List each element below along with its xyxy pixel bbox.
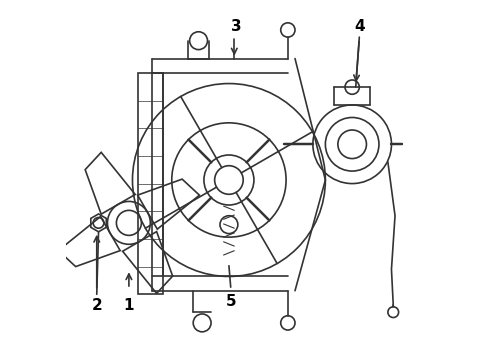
Text: 5: 5 [225,294,236,309]
Text: 1: 1 [123,298,134,313]
Text: 3: 3 [231,18,242,33]
Text: 4: 4 [354,18,365,33]
Text: 2: 2 [91,298,102,313]
